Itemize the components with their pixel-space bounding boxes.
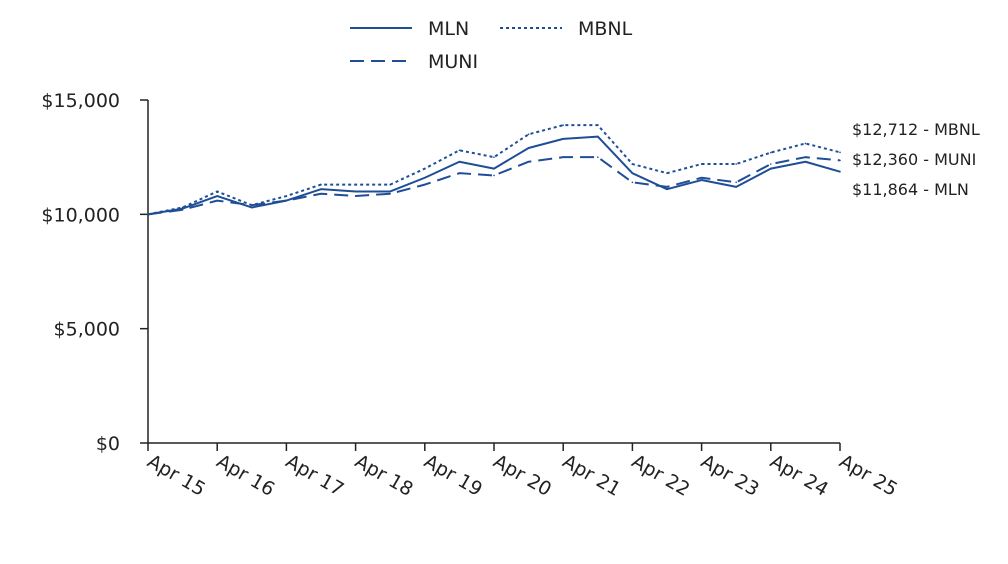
data-point-mln — [354, 190, 357, 193]
data-point-mbnl — [770, 151, 772, 154]
x-tick-label: Apr 21 — [559, 450, 625, 501]
data-point-muni — [527, 160, 530, 163]
end-labels: $12,712 - MBNL $12,360 - MUNI $11,864 - ML… — [852, 120, 980, 199]
data-point-mln — [493, 167, 495, 170]
data-point-mln — [597, 135, 599, 138]
data-point-muni — [666, 186, 668, 188]
data-point-mln — [666, 188, 668, 190]
x-tick-label: Apr 17 — [282, 450, 348, 501]
data-point-mbnl — [527, 133, 530, 136]
data-point-mln — [458, 160, 461, 163]
y-tick-label: $10,000 — [41, 204, 120, 226]
data-point-mbnl — [597, 124, 599, 126]
x-tick-label: Apr 15 — [144, 450, 210, 501]
data-point-mln — [424, 176, 426, 179]
data-point-mbnl — [458, 149, 461, 152]
end-label-muni: $12,360 - MUNI — [852, 150, 976, 169]
legend-label: MUNI — [428, 51, 478, 73]
data-point-muni — [389, 192, 392, 195]
series-mbnl — [147, 124, 841, 216]
data-point-mln — [735, 186, 737, 188]
data-point-muni — [354, 195, 357, 197]
series-line-mbnl — [147, 124, 841, 216]
data-point-mbnl — [354, 183, 357, 186]
data-point-muni — [320, 192, 322, 195]
data-point-mln — [839, 170, 841, 173]
legend-item-mln: MLN — [350, 18, 469, 40]
data-point-mbnl — [493, 156, 495, 158]
data-point-mbnl — [424, 167, 426, 170]
data-point-muni — [147, 213, 149, 216]
data-point-muni — [216, 199, 218, 202]
y-tick-label: $0 — [96, 433, 120, 455]
x-tick-label: Apr 18 — [351, 450, 417, 501]
data-point-mln — [216, 195, 218, 197]
data-point-mln — [320, 188, 322, 190]
data-point-mbnl — [839, 151, 841, 154]
series-layer — [147, 124, 841, 216]
series-line-muni — [147, 156, 841, 216]
data-point-mln — [700, 179, 703, 181]
data-point-muni — [562, 156, 564, 158]
data-point-mbnl — [804, 142, 807, 145]
x-tick-label: Apr 20 — [490, 450, 556, 501]
data-point-mbnl — [735, 163, 737, 165]
data-point-mbnl — [216, 190, 218, 193]
x-tick-label: Apr 19 — [420, 450, 486, 501]
data-point-muni — [804, 156, 807, 158]
data-point-mbnl — [285, 195, 288, 197]
data-point-muni — [770, 163, 772, 165]
data-point-muni — [285, 199, 288, 202]
data-point-muni — [839, 159, 841, 162]
data-point-mln — [527, 147, 530, 149]
y-tick-label: $15,000 — [41, 90, 120, 112]
data-point-mbnl — [181, 206, 184, 209]
x-tick-label: Apr 22 — [628, 450, 694, 501]
data-point-mbnl — [320, 183, 322, 186]
data-point-muni — [735, 181, 737, 184]
x-tick-label: Apr 23 — [697, 450, 763, 501]
x-tick-label: Apr 24 — [766, 450, 832, 501]
data-point-muni — [424, 183, 426, 186]
legend-item-muni: MUNI — [350, 51, 478, 73]
data-point-muni — [597, 156, 599, 158]
data-point-muni — [181, 208, 184, 211]
legend-label: MLN — [428, 18, 469, 40]
series-mln — [147, 135, 841, 216]
end-label-mbnl: $12,712 - MBNL — [852, 120, 980, 139]
x-tick-label: Apr 16 — [213, 450, 279, 501]
data-point-muni — [493, 174, 495, 177]
data-point-mln — [631, 172, 634, 174]
data-point-muni — [631, 181, 634, 184]
data-point-mln — [562, 138, 564, 140]
data-point-mbnl — [631, 163, 634, 165]
data-point-muni — [251, 204, 253, 206]
data-point-mln — [770, 167, 772, 170]
data-point-mln — [251, 206, 253, 209]
y-tick-label: $5,000 — [54, 319, 120, 341]
data-point-mln — [804, 160, 807, 163]
data-point-mbnl — [666, 172, 668, 174]
legend: MLN MBNL MUNI — [350, 18, 633, 73]
data-point-muni — [700, 176, 703, 179]
end-label-mln: $11,864 - MLN — [852, 180, 969, 199]
series-muni — [147, 156, 841, 216]
data-point-mbnl — [700, 163, 703, 165]
data-point-mbnl — [562, 124, 564, 126]
x-tick-label: Apr 25 — [836, 450, 902, 501]
data-point-mbnl — [389, 183, 392, 186]
data-point-mln — [389, 190, 392, 193]
legend-item-mbnl: MBNL — [500, 18, 633, 40]
legend-label: MBNL — [578, 18, 633, 40]
data-point-muni — [458, 172, 461, 174]
